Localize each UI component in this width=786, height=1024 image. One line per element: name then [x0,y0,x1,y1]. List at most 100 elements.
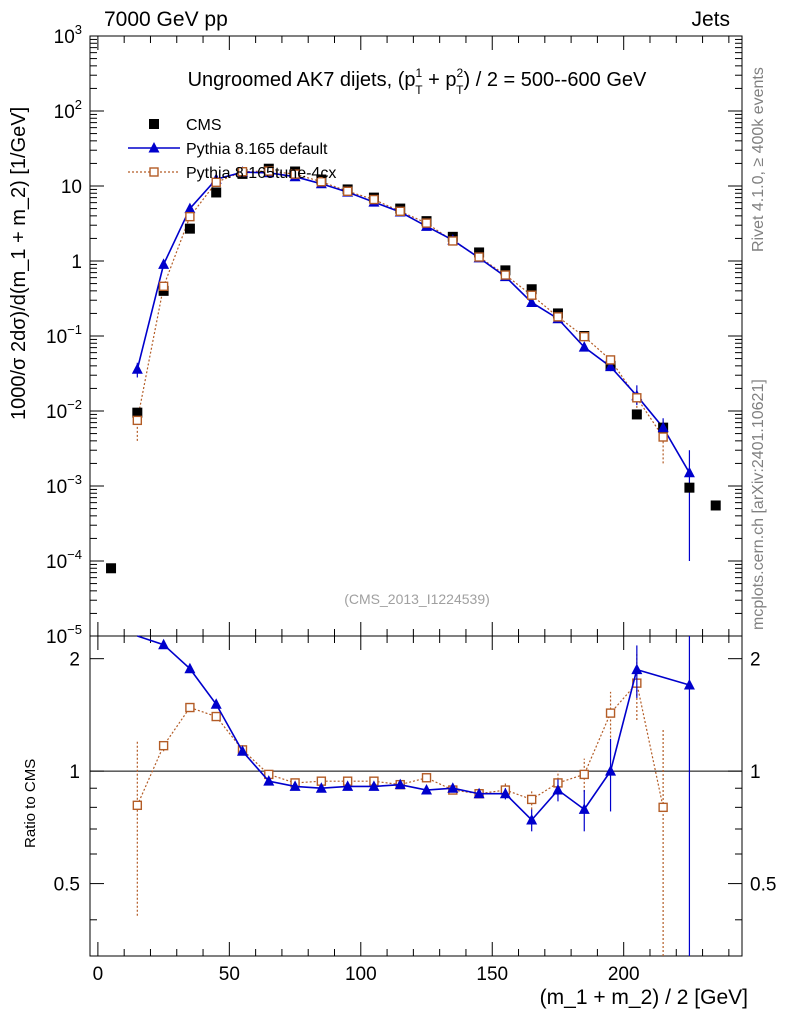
header-category: Jets [691,8,730,31]
y-tick-label: 103 [54,22,82,48]
x-tick-label: 200 [608,964,640,985]
tune-ratio-point [579,769,589,780]
default-series-line [136,171,691,474]
default-ratio-point [184,662,196,674]
chart-title-sup1: 1 [416,66,423,80]
tune-data-point [632,393,642,403]
tune-ratio-point [211,711,221,722]
y-tick-label-base: 10 [46,552,67,573]
y-tick-label: 102 [54,97,82,123]
tune-ratio-point [421,773,432,783]
ratio-tick-label-left: 2 [69,650,80,671]
legend-default-marker [148,142,160,153]
default-data-point [158,258,170,269]
cms-data-point [684,482,695,493]
tune-data-point [185,211,195,222]
y-tick-label: 10−1 [46,322,82,348]
tune-ratio-line [136,681,664,808]
chart-title-sup2: 2 [456,66,463,80]
ratio-tick-label-right: 1 [750,762,761,783]
default-ratio-point [236,745,248,756]
default-data-point [578,341,590,352]
default-data-point [526,296,538,307]
cms-data-point [132,407,143,418]
tune-data-point [658,432,668,442]
ratio-plot-border [89,635,743,957]
tune-data-point [553,312,563,322]
y-tick-label-exp: −3 [67,472,82,487]
header-process: 7000 GeV pp [104,8,228,31]
y-tick-label: 1 [71,252,82,273]
chart-title-sub2: T [456,83,464,97]
default-ratio-point [473,787,485,799]
tune-data-point [290,169,300,179]
tune-data-point [500,270,511,280]
tune-data-point [526,290,537,300]
x-tick-label: 0 [93,964,104,985]
default-ratio-point [263,775,275,786]
tune-ratio-point [605,708,616,718]
y-tick-label-base: 10 [46,327,67,348]
tune-ratio-point [158,740,169,751]
x-axis-label: (m_1 + m_2) / 2 [GeV] [539,986,748,1009]
tune-ratio-point [526,794,537,805]
y-tick-label-exp: 2 [75,97,82,112]
tune-data-point [237,167,248,177]
legend-tune-marker [149,167,159,177]
ratio-plot-frame: 0 50 100 150 200 0.5 0.5 1 1 2 2 [54,635,776,985]
default-ratio-point [421,784,433,795]
default-ratio-point [315,782,327,793]
default-ratio-point [605,765,617,776]
y-tick-label-base: 10 [46,627,67,648]
y-tick-label: 10−4 [46,547,82,573]
chart-title: Ungroomed AK7 dijets, (p1 T + p2 T) / 2 = … [188,66,647,97]
cms-data-point [526,284,537,295]
y-tick-label: 10−5 [46,622,82,648]
legend-entry-label: Pythia 8.165 default [186,141,328,158]
y-tick-label-base: 10 [46,402,67,423]
default-data-point [657,421,669,433]
tune-ratio-point [658,802,668,813]
y-tick-label-exp: −2 [67,397,82,412]
chart-title-part2: + p [423,69,457,91]
y-tick-label-exp: 3 [75,22,82,37]
default-ratio-point [552,784,564,795]
y-tick-label-exp: −1 [67,322,82,337]
y-tick-label-exp: −5 [67,622,82,637]
default-ratio-point [158,638,170,650]
ratio-tick-label-left: 0.5 [54,875,80,896]
tune-data-point [264,166,274,176]
default-ratio-point [499,787,511,799]
chart-title-part1: Ungroomed AK7 dijets, (p [188,69,416,91]
tune-data-point [395,206,405,216]
ratio-tick-label-left: 1 [69,762,80,783]
analysis-id-label: (CMS_2013_I1224539) [344,591,490,607]
tune-data-point [132,415,143,426]
y-tick-label-base: 10 [54,27,75,48]
default-ratio-point [394,778,406,790]
cms-data-point [184,223,195,234]
tune-data-point [342,186,353,196]
tune-data-point [579,331,589,342]
legend-entry-label: Pythia 8.165tune-4cx [186,165,336,182]
tune-data-point [369,194,379,205]
default-ratio-point [210,698,222,709]
tune-data-point [158,281,169,291]
default-ratio-point [683,679,695,690]
chart-title-part3: ) / 2 = 500--600 GeV [464,69,648,91]
default-ratio-point [631,663,643,675]
tune-data-point [421,218,432,228]
y-tick-label-base: 1 [71,252,82,273]
tune-data-point [448,236,458,246]
default-data-point [184,202,196,214]
y-tick-label: 10−3 [46,472,82,498]
tune-ratio-point [132,800,143,811]
x-tick-label: 100 [345,964,377,985]
cms-data-point [710,500,721,511]
default-ratio-line [137,635,690,822]
y-tick-label-base: 10 [61,177,82,198]
chart-legend: CMS Pythia 8.165 default Pythia 8.165tune-… [128,117,336,182]
y-tick-label: 10−2 [46,397,82,423]
y-tick-label: 10 [61,177,82,198]
